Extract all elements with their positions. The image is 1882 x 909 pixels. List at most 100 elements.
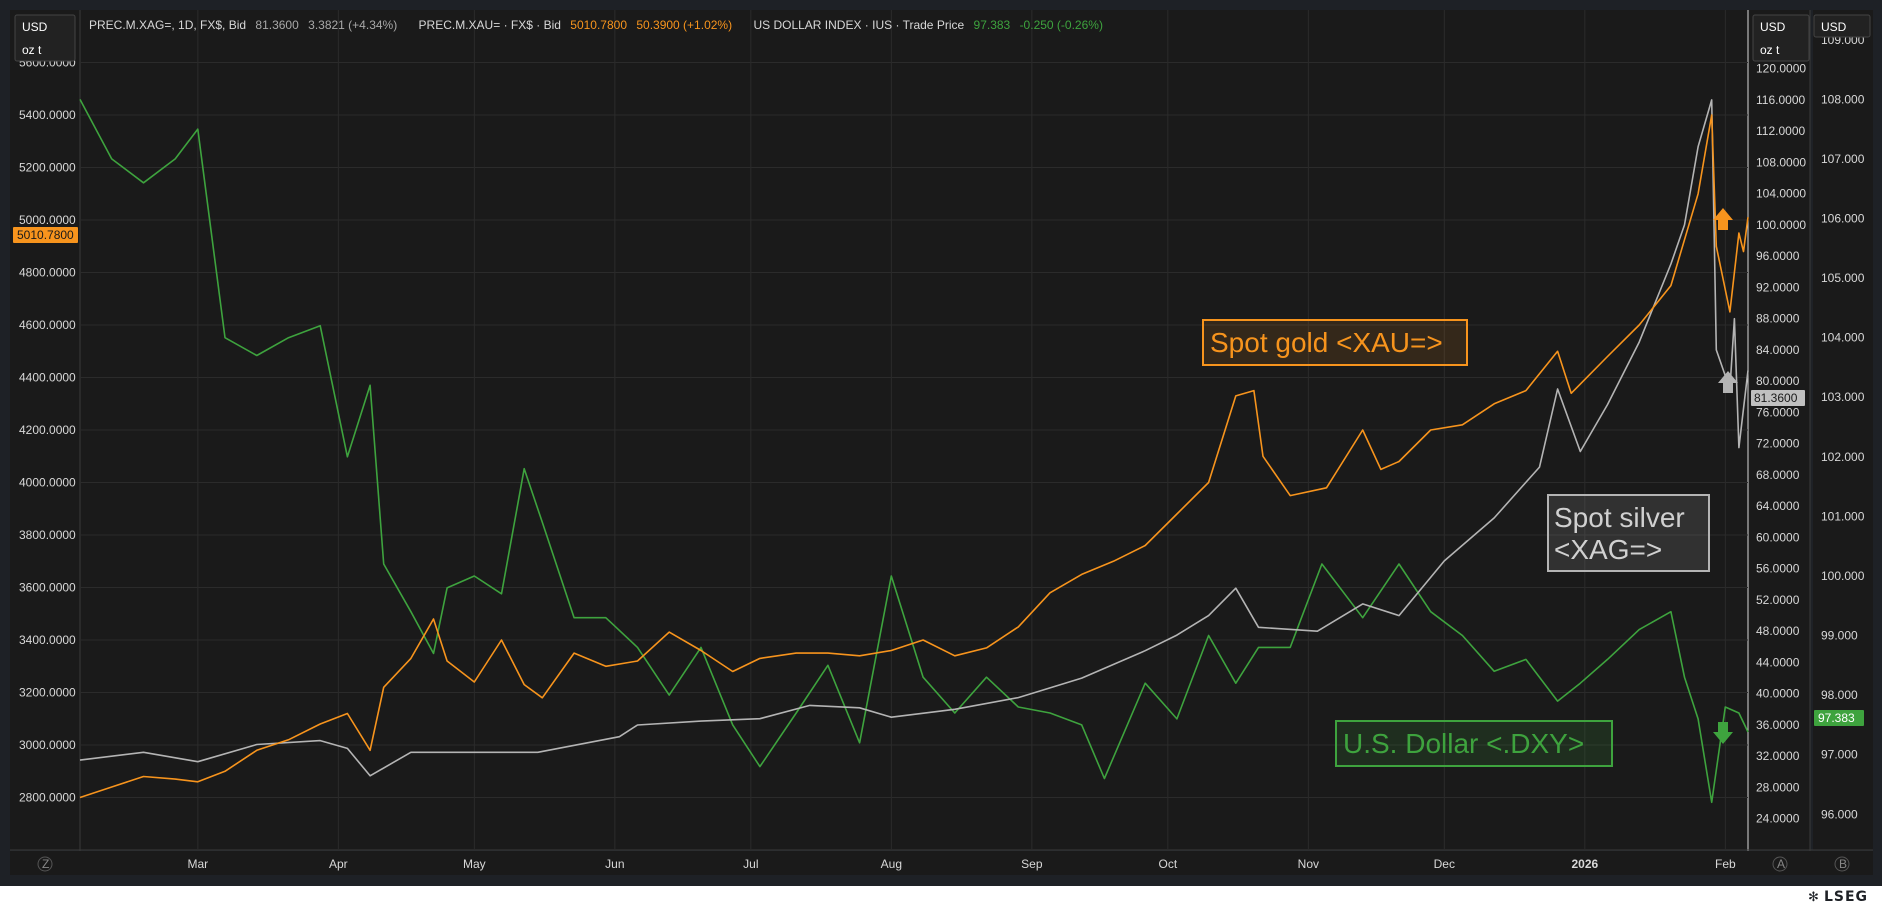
right2-tick-label: 107.000 [1821, 152, 1865, 166]
right-axis-silver: 24.0000 28.0000 32.0000 36.0000 40.0000 44.00… [1756, 30, 1806, 825]
right1-unit-sub: oz t [1760, 43, 1780, 57]
right2-tick-label: 99.000 [1821, 629, 1858, 643]
silver-legend-name[interactable]: PREC.M.XAG=, 1D, FX$, Bid [89, 18, 246, 32]
left-tick-label: 4200.0000 [19, 423, 76, 437]
series-layer [79, 99, 1749, 804]
right1-tick-label: 56.0000 [1756, 562, 1800, 576]
zoom-button[interactable]: Z [37, 856, 53, 872]
right1-tick-label: 100.0000 [1756, 218, 1806, 232]
left-unit-box[interactable]: USD oz t [14, 14, 76, 62]
x-tick-label: Aug [881, 857, 902, 871]
right1-tick-label: 120.0000 [1756, 62, 1806, 76]
b-scale-button[interactable]: B [1834, 856, 1850, 872]
right1-tick-label: 112.0000 [1756, 124, 1805, 138]
dxy-legend-name[interactable]: US DOLLAR INDEX · IUS · Trade Price [753, 18, 964, 32]
silver-legend-change: 3.3821 (+4.34%) [308, 18, 397, 32]
silver-annotation-line2: <XAG=> [1554, 534, 1662, 565]
x-tick-label: 2026 [1571, 857, 1598, 871]
dxy-annotation: U.S. Dollar <.DXY> [1335, 720, 1613, 767]
left-tick-label: 3000.0000 [19, 738, 76, 752]
silver-last-value: 81.3600 [1754, 391, 1798, 405]
x-tick-label: Feb [1715, 857, 1736, 871]
right1-tick-label: 52.0000 [1756, 593, 1800, 607]
right1-tick-label: 80.0000 [1756, 374, 1800, 388]
x-tick-label: Jun [605, 857, 624, 871]
left-tick-label: 3800.0000 [19, 528, 76, 542]
right1-tick-label: 116.0000 [1756, 93, 1805, 107]
x-tick-label: Dec [1434, 857, 1455, 871]
right2-tick-label: 103.000 [1821, 390, 1865, 404]
x-tick-label: May [463, 857, 486, 871]
x-axis: Mar Apr May Jun Jul Aug Sep Oct Nov Dec 2026 Feb [188, 857, 1736, 871]
gold-last-marker: 5010.7800 [13, 227, 78, 243]
right1-tick-label: 64.0000 [1756, 499, 1800, 513]
left-unit: USD [22, 20, 48, 34]
right1-tick-label: 84.0000 [1756, 343, 1800, 357]
left-tick-label: 4400.0000 [19, 371, 76, 385]
right1-tick-label: 96.0000 [1756, 249, 1800, 263]
right1-tick-label: 68.0000 [1756, 468, 1800, 482]
silver-annotation-line1: Spot silver [1554, 502, 1685, 533]
right2-tick-label: 108.000 [1821, 92, 1865, 106]
legend-header: PREC.M.XAG=, 1D, FX$, Bid 81.3600 3.3821… [89, 18, 1103, 32]
right2-tick-label: 105.000 [1821, 271, 1865, 285]
right2-tick-label: 97.000 [1821, 748, 1858, 762]
dxy-last-value: 97.383 [1818, 711, 1855, 725]
right1-tick-label: 28.0000 [1756, 780, 1800, 794]
right1-tick-label: 88.0000 [1756, 312, 1800, 326]
right2-unit: USD [1821, 20, 1847, 34]
gold-legend-name[interactable]: PREC.M.XAU= · FX$ · Bid [419, 18, 561, 32]
x-tick-label: Nov [1298, 857, 1319, 871]
right2-tick-label: 98.000 [1821, 688, 1858, 702]
gold-up-arrow-icon [1713, 208, 1733, 230]
dxy-legend-value: 97.383 [974, 18, 1011, 32]
lseg-logo-icon: ✻ [1808, 890, 1820, 905]
right1-tick-label: 44.0000 [1756, 655, 1800, 669]
right2-tick-label: 104.000 [1821, 331, 1865, 345]
right1-tick-label: 40.0000 [1756, 687, 1800, 701]
left-tick-label: 4800.0000 [19, 266, 76, 280]
x-tick-label: Sep [1021, 857, 1043, 871]
left-tick-label: 5000.0000 [19, 213, 76, 227]
svg-text:Z: Z [42, 857, 49, 871]
footer: ✻ LSEG [0, 886, 1882, 909]
right2-tick-label: 96.000 [1821, 807, 1858, 821]
dxy-annotation-text: U.S. Dollar <.DXY> [1343, 728, 1584, 759]
right1-tick-label: 48.0000 [1756, 624, 1800, 638]
right1-unit-box[interactable]: USD oz t [1752, 14, 1810, 62]
right1-tick-label: 60.0000 [1756, 530, 1800, 544]
left-axis: 2800.0000 3000.0000 3200.0000 3400.0000 3600… [19, 56, 76, 805]
x-tick-label: Apr [329, 857, 348, 871]
left-tick-label: 5400.0000 [19, 108, 76, 122]
right-axis-dxy: 96.000 97.000 98.000 99.000 100.000 101.000 10… [1821, 33, 1865, 821]
right2-tick-label: 106.000 [1821, 212, 1865, 226]
right1-tick-label: 108.0000 [1756, 155, 1806, 169]
silver-line [79, 99, 1749, 777]
auto-scale-button[interactable]: A [1772, 856, 1788, 872]
left-tick-label: 5200.0000 [19, 161, 76, 175]
gold-line [79, 114, 1749, 799]
right1-tick-label: 24.0000 [1756, 812, 1800, 826]
grid [80, 10, 1748, 850]
silver-annotation: Spot silver <XAG=> [1547, 494, 1710, 572]
x-tick-label: Oct [1158, 857, 1177, 871]
dxy-last-marker: 97.383 [1814, 710, 1864, 726]
svg-text:A: A [1777, 857, 1785, 871]
right1-unit: USD [1760, 20, 1786, 34]
left-axis-panel [10, 10, 80, 850]
silver-last-marker: 81.3600 [1751, 390, 1805, 406]
x-axis-strip [10, 851, 1873, 875]
dxy-line [79, 99, 1749, 804]
silver-up-arrow-icon [1718, 371, 1738, 393]
right2-unit-box[interactable]: USD [1813, 14, 1871, 38]
dxy-legend-change: -0.250 (-0.26%) [1020, 18, 1103, 32]
left-tick-label: 4000.0000 [19, 476, 76, 490]
gold-last-value: 5010.7800 [17, 228, 74, 242]
left-unit-sub: oz t [22, 43, 42, 57]
x-tick-label: Mar [188, 857, 209, 871]
dxy-down-arrow-icon [1713, 722, 1733, 744]
left-tick-label: 3400.0000 [19, 633, 76, 647]
right-axis-panel-1 [1748, 10, 1810, 850]
right1-tick-label: 72.0000 [1756, 437, 1800, 451]
